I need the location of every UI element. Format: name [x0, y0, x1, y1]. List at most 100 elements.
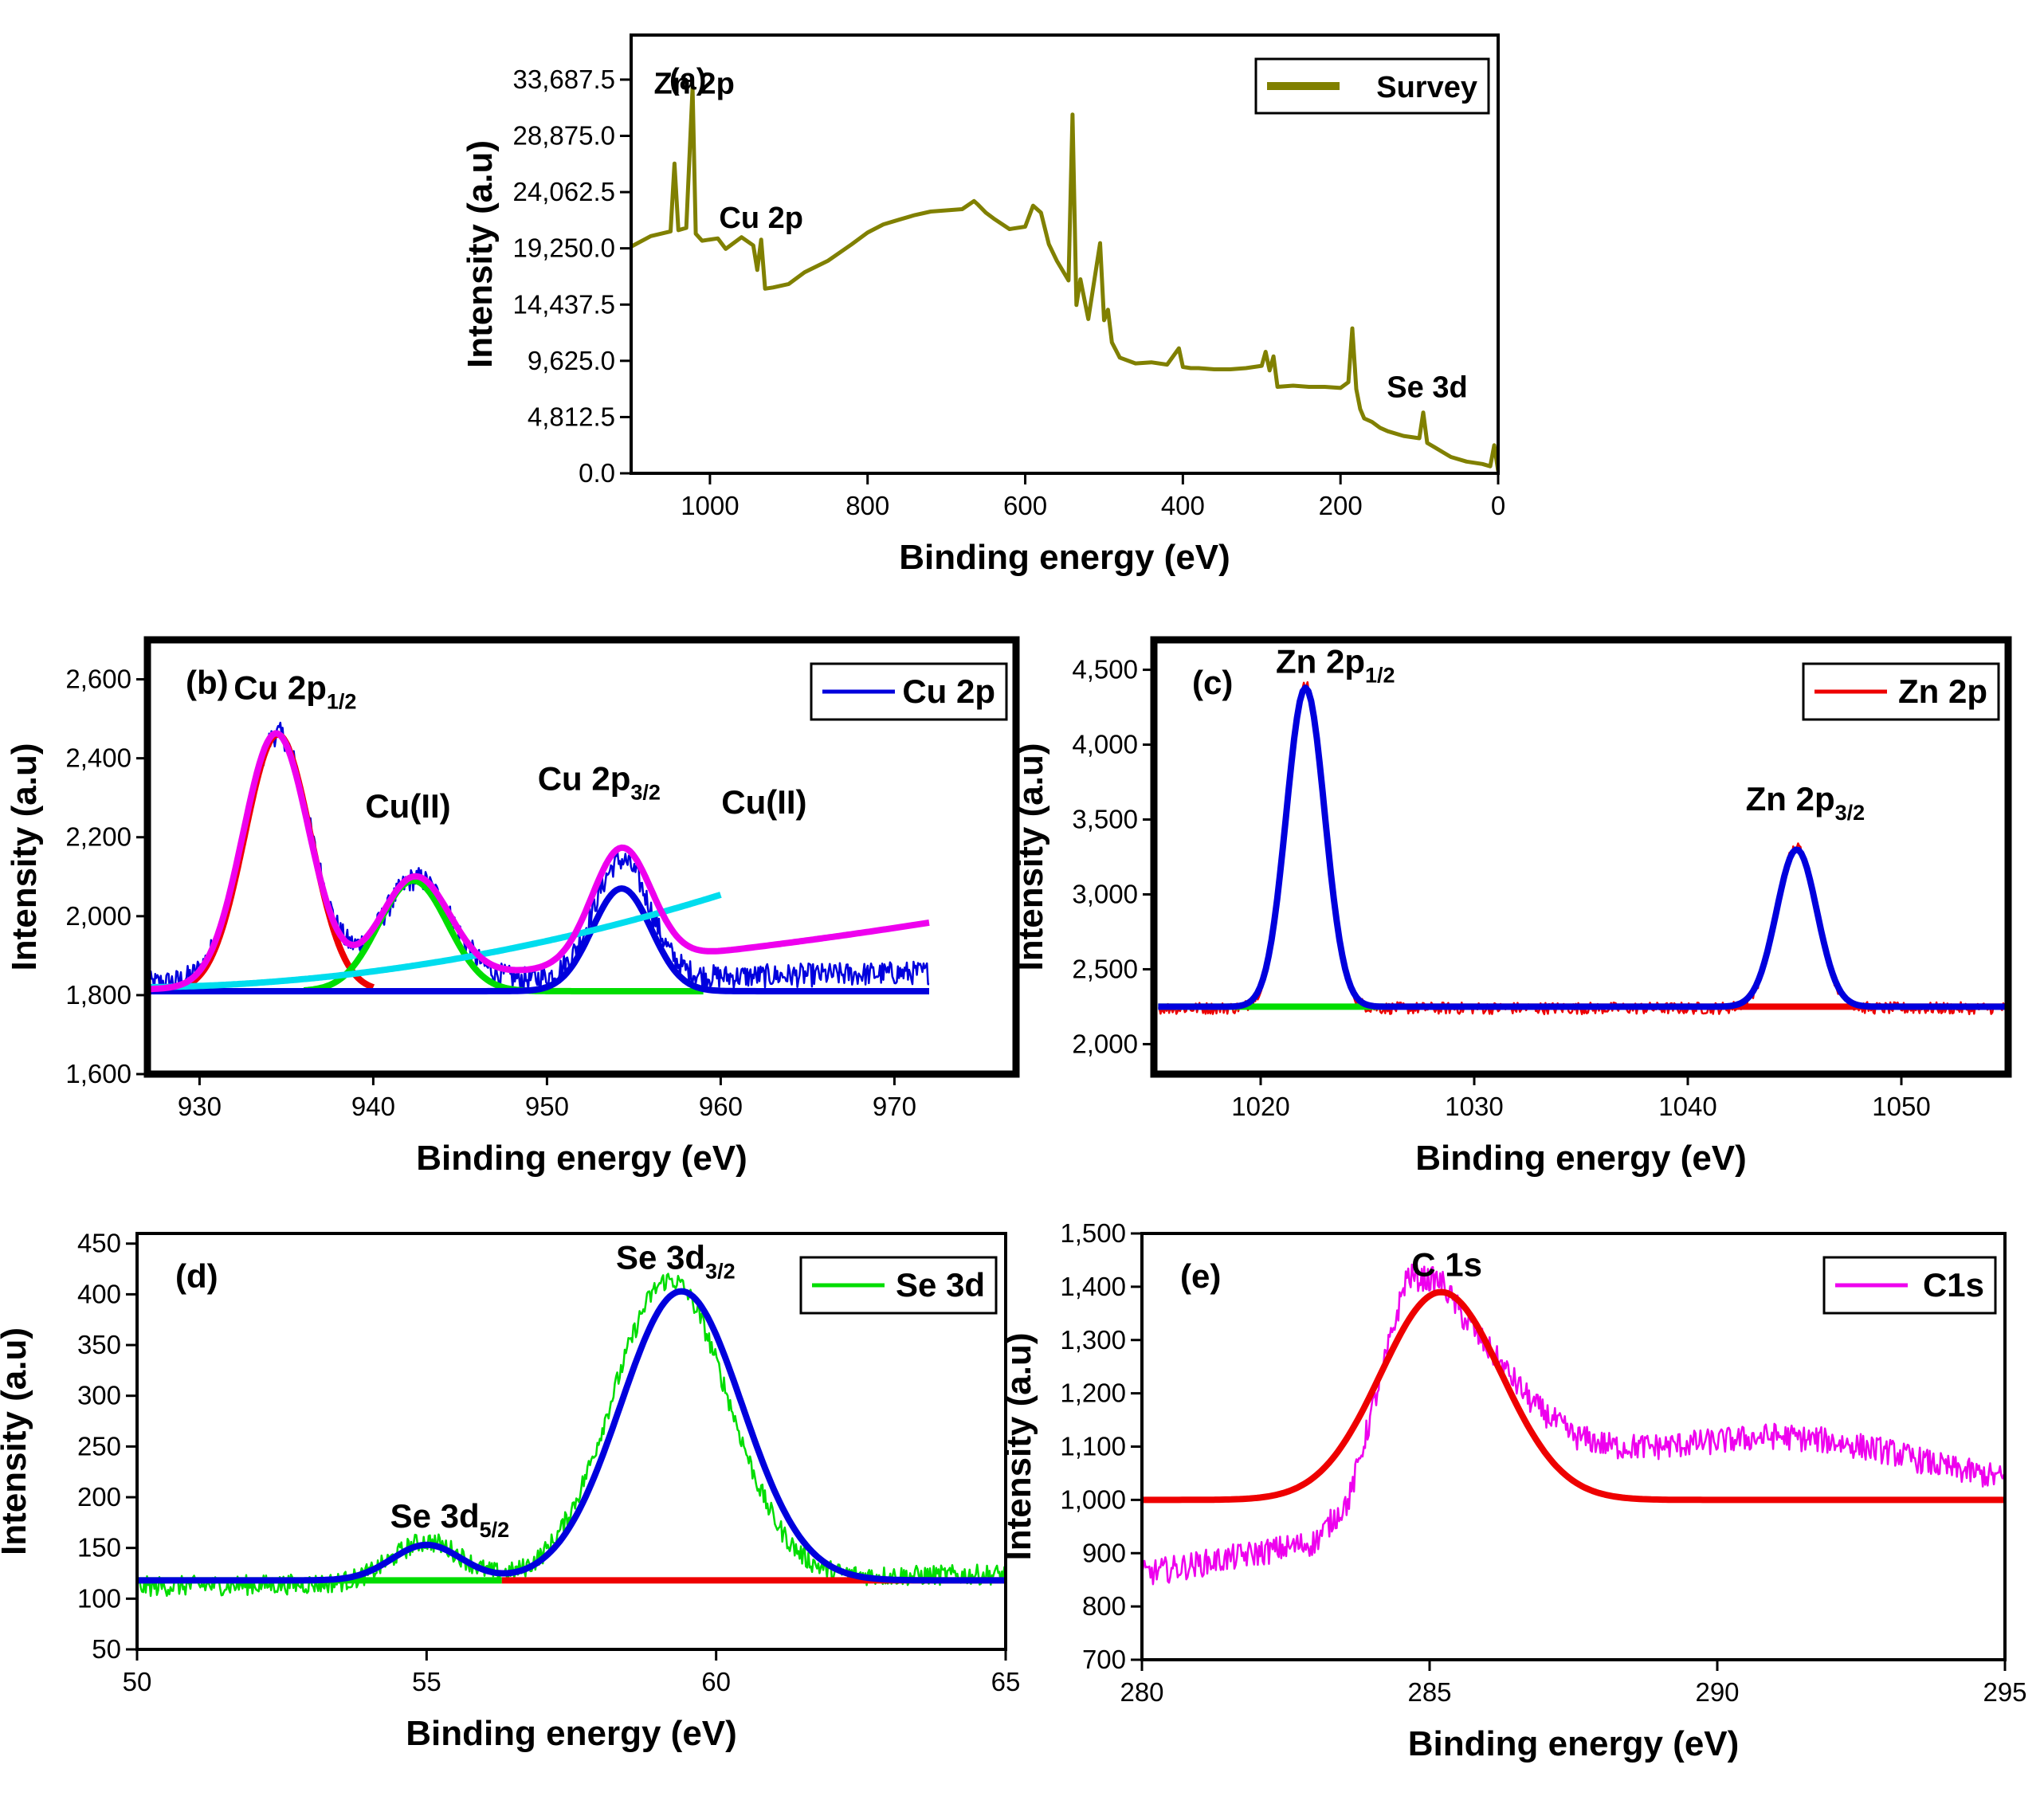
- fit-curve-b-4: [147, 730, 930, 993]
- y-tick-label: 9,625.0: [528, 346, 615, 375]
- x-tick-label: 60: [701, 1667, 731, 1696]
- legend-d: Se 3d: [799, 1256, 998, 1315]
- x-tick-label: 400: [1161, 491, 1205, 520]
- y-tick-label: 100: [77, 1583, 121, 1613]
- raw-data-d: [137, 1272, 1006, 1598]
- plot-frame-d: [135, 1232, 1007, 1651]
- y-tick-label: 3,500: [1072, 805, 1138, 834]
- panel-label: (a): [669, 63, 706, 96]
- panel-label: (c): [1192, 664, 1233, 701]
- y-tick-label: 14,437.5: [513, 289, 615, 319]
- annotation-subscript: 3/2: [630, 780, 661, 804]
- y-tick-label: 2,000: [65, 901, 131, 931]
- panel-c: 1020 1030 1040 1050 2,000 2,500 3,000 3,500 4,00…: [1011, 636, 2012, 1178]
- x-tick-label: 940: [351, 1092, 395, 1121]
- y-tick-label: 4,000: [1072, 730, 1138, 759]
- annotation-text: Se 3d: [1387, 371, 1467, 405]
- x-tick-label: 800: [845, 491, 889, 520]
- y-tick-label: 2,200: [65, 822, 131, 852]
- y-tick-label: 150: [77, 1533, 121, 1563]
- x-tick-label: 950: [525, 1092, 569, 1121]
- peak-annotation: Zn 2p1/2: [1276, 642, 1395, 687]
- legend-label: C1s: [1923, 1266, 1984, 1304]
- fit-curve-c-2: [1157, 684, 2008, 1010]
- y-tick-label: 4,812.5: [528, 402, 615, 431]
- x-axis-label: Binding energy (eV): [1408, 1724, 1740, 1763]
- x-tick-label: 295: [1983, 1677, 2026, 1707]
- plot-frame-a: [630, 33, 1500, 475]
- annotation-text: Cu 2p: [538, 759, 631, 797]
- y-axis-label: Intensity (a.u): [0, 1327, 33, 1555]
- x-tick-label: 65: [991, 1667, 1021, 1696]
- annotation-text: C 1s: [1411, 1246, 1482, 1284]
- legend-box: [1802, 662, 2000, 721]
- peak-annotation: Cu 2p: [719, 202, 803, 235]
- legend-label: Survey: [1376, 71, 1477, 104]
- panel-a: 1000 800 600 400 200 0 0.0 4,812.5 9,625.0 14,437…: [461, 33, 1505, 577]
- peak-annotation: Cu(II): [365, 787, 450, 825]
- annotation-subscript: 1/2: [1365, 663, 1395, 687]
- annotation-text: Zn 2p: [653, 67, 734, 100]
- y-tick-label: 800: [1082, 1591, 1126, 1621]
- x-tick-label: 1050: [1872, 1092, 1930, 1121]
- y-tick-label: 2,400: [65, 743, 131, 773]
- peak-annotation: Se 3d5/2: [390, 1497, 510, 1542]
- panel-label: (d): [175, 1257, 218, 1295]
- fit-curve-b-3: [147, 892, 722, 990]
- x-tick-label: 930: [178, 1092, 222, 1121]
- x-axis-label: Binding energy (eV): [899, 538, 1230, 577]
- y-tick-label: 1,000: [1060, 1484, 1126, 1514]
- y-tick-label: 24,062.5: [513, 177, 615, 206]
- annotation-subscript: 3/2: [705, 1260, 736, 1284]
- panel-label: (e): [1180, 1257, 1221, 1295]
- annotation-text: Cu(II): [365, 787, 450, 825]
- plot-frame-b: [143, 636, 1020, 1078]
- annotation-text: Zn 2p: [1746, 780, 1835, 818]
- x-tick-label: 50: [123, 1667, 152, 1696]
- y-tick-label: 1,500: [1060, 1218, 1126, 1248]
- annotation-subscript: 5/2: [480, 1518, 510, 1542]
- raw-data-e: [1142, 1263, 2005, 1586]
- x-axis-label: Binding energy (eV): [416, 1139, 747, 1178]
- annotation-subscript: 3/2: [1835, 801, 1865, 825]
- panel-label: (b): [186, 664, 229, 701]
- x-tick-label: 1000: [681, 491, 739, 520]
- x-tick-label: 1020: [1231, 1092, 1289, 1121]
- y-axis-label: Intensity (a.u): [999, 1332, 1038, 1560]
- y-tick-label: 33,687.5: [513, 65, 615, 94]
- x-tick-label: 285: [1407, 1677, 1451, 1707]
- y-tick-label: 200: [77, 1482, 121, 1512]
- y-tick-label: 1,400: [1060, 1272, 1126, 1301]
- annotation-text: Se 3d: [390, 1497, 480, 1535]
- fit-curve-b-1: [301, 877, 705, 994]
- y-tick-label: 350: [77, 1330, 121, 1359]
- annotation-text: Se 3d: [616, 1239, 705, 1276]
- y-axis-label: Intensity (a.u): [461, 140, 500, 368]
- y-tick-label: 1,800: [65, 980, 131, 1010]
- peak-annotation: Cu 2p1/2: [233, 669, 356, 713]
- x-tick-label: 0: [1491, 491, 1505, 520]
- peak-annotation: C 1s: [1411, 1246, 1482, 1284]
- y-tick-label: 900: [1082, 1538, 1126, 1567]
- x-tick-label: 970: [873, 1092, 916, 1121]
- legend-label: Se 3d: [896, 1266, 985, 1304]
- y-tick-label: 1,100: [1060, 1432, 1126, 1461]
- legend-label: Zn 2p: [1898, 673, 1987, 710]
- fit-curve-b-2: [147, 885, 930, 994]
- peak-annotation: Zn 2p: [653, 67, 734, 100]
- peak-annotation: Cu(II): [721, 783, 806, 821]
- plot-area-e: [1142, 1263, 2005, 1586]
- y-tick-label: 0.0: [579, 458, 615, 488]
- fit-curve-b-0: [147, 731, 376, 994]
- panel-d: 50 55 60 65 50 100 150 200 250 300 350 400 450 Bindin…: [0, 1229, 1020, 1753]
- plot-area-a: [631, 85, 1498, 472]
- peak-annotation: Cu 2p3/2: [538, 759, 661, 804]
- legend-e: C1s: [1822, 1256, 1997, 1315]
- plot-frame-c: [1150, 636, 2012, 1078]
- y-tick-label: 400: [77, 1279, 121, 1308]
- x-tick-label: 960: [699, 1092, 743, 1121]
- y-tick-label: 450: [77, 1229, 121, 1258]
- annotation-subscript: 1/2: [327, 689, 357, 713]
- y-tick-label: 300: [77, 1381, 121, 1410]
- annotation-text: Cu(II): [721, 783, 806, 821]
